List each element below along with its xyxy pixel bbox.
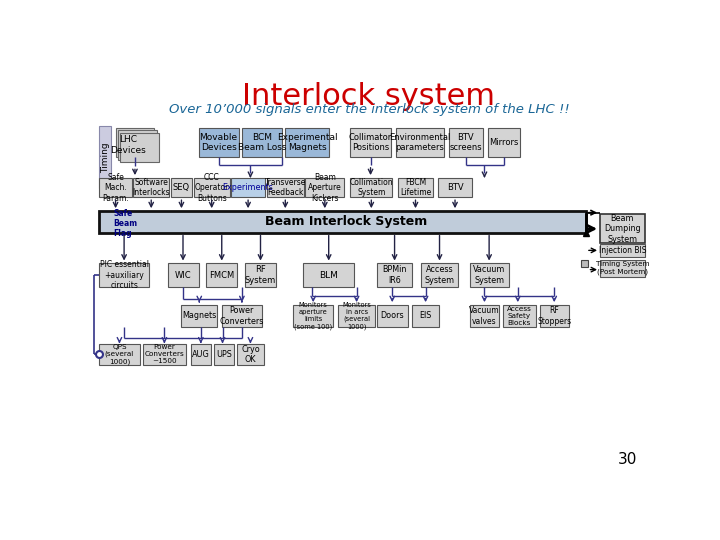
Bar (231, 178, 265, 197)
Bar (99, 126, 111, 188)
Bar (99, 178, 132, 197)
Bar (191, 343, 211, 365)
Bar (293, 305, 333, 327)
Text: QPS
(several
1000): QPS (several 1000) (105, 344, 134, 365)
Bar (266, 178, 304, 197)
Text: Beam
Dumping
System: Beam Dumping System (604, 214, 641, 244)
Bar (118, 130, 157, 159)
Bar (377, 305, 408, 327)
Text: Experiments: Experiments (222, 183, 274, 192)
Text: Monitors
in arcs
(several
1000): Monitors in arcs (several 1000) (342, 302, 371, 330)
Bar (214, 343, 234, 365)
Bar (171, 178, 192, 197)
Bar (99, 343, 140, 365)
Text: Transverse
Feedback: Transverse Feedback (265, 178, 306, 197)
Bar (238, 343, 264, 365)
Bar (397, 178, 433, 197)
Bar (242, 128, 282, 157)
Bar (99, 264, 149, 287)
Text: Collimator
Positions: Collimator Positions (349, 133, 392, 152)
Bar (99, 211, 586, 233)
Bar (245, 264, 276, 287)
Text: Experimental
Magnets: Experimental Magnets (276, 133, 337, 152)
Text: AUG: AUG (192, 350, 210, 359)
Bar (377, 264, 413, 287)
Bar (305, 178, 344, 197)
Text: SEQ: SEQ (173, 183, 190, 192)
Bar (503, 305, 536, 327)
Bar (206, 264, 238, 287)
Text: BLM: BLM (319, 271, 338, 280)
Bar (133, 178, 169, 197)
Bar (351, 178, 392, 197)
Bar (413, 305, 438, 327)
Text: Monitors
aperture
limits
(some 100): Monitors aperture limits (some 100) (294, 302, 333, 329)
Text: Environmental
parameters: Environmental parameters (390, 133, 451, 152)
Text: Cryo
OK: Cryo OK (241, 345, 260, 364)
Text: Safe
Mach.
Param.: Safe Mach. Param. (102, 173, 129, 202)
Text: BCM
Beam Loss: BCM Beam Loss (238, 133, 287, 152)
Bar (539, 305, 569, 327)
Text: Software
Interlocks: Software Interlocks (132, 178, 170, 197)
Bar (396, 128, 444, 157)
Text: RF
Stoppers: RF Stoppers (537, 306, 571, 326)
Text: FBCM
Lifetime: FBCM Lifetime (400, 178, 431, 197)
Bar (168, 264, 199, 287)
Bar (120, 132, 159, 162)
Text: LHC
Devices: LHC Devices (110, 135, 146, 154)
Text: BTV
screens: BTV screens (449, 133, 482, 152)
Bar (469, 305, 499, 327)
Text: Safe
Beam
Flag: Safe Beam Flag (113, 208, 138, 238)
Text: CCC
Operator
Buttons: CCC Operator Buttons (194, 173, 229, 202)
Text: Beam Interlock System: Beam Interlock System (265, 215, 427, 228)
Bar (351, 128, 391, 157)
Bar (600, 260, 645, 276)
Text: Timing: Timing (101, 142, 109, 172)
Text: Interlock system: Interlock system (243, 82, 495, 111)
Bar (449, 128, 483, 157)
Bar (303, 264, 354, 287)
Text: Doors: Doors (380, 312, 404, 320)
Bar (487, 128, 520, 157)
Text: BPMin
IR6: BPMin IR6 (382, 265, 407, 285)
Bar (143, 343, 186, 365)
Text: Power
Converters
~1500: Power Converters ~1500 (145, 345, 184, 364)
Text: Mirrors: Mirrors (489, 138, 518, 147)
Text: PIC essential
+auxiliary
circuits: PIC essential +auxiliary circuits (99, 260, 148, 290)
Text: Power
Converters: Power Converters (220, 306, 264, 326)
Text: Timing System
(Post Mortem): Timing System (Post Mortem) (595, 261, 649, 275)
Bar (469, 264, 508, 287)
Bar (194, 178, 230, 197)
Text: 30: 30 (618, 452, 637, 467)
Text: BTV: BTV (446, 183, 464, 192)
Bar (116, 128, 154, 157)
Bar (438, 178, 472, 197)
Bar (199, 128, 239, 157)
Text: WIC: WIC (175, 271, 192, 280)
Bar (581, 260, 588, 267)
Text: Access
System: Access System (425, 265, 454, 285)
Text: UPS: UPS (216, 350, 232, 359)
Text: Vacuum
valves: Vacuum valves (469, 306, 500, 326)
Bar (338, 305, 375, 327)
Bar (600, 214, 645, 244)
Text: Magnets: Magnets (182, 312, 217, 320)
Text: Access
Safety
Blocks: Access Safety Blocks (507, 306, 532, 326)
Text: RF
System: RF System (245, 265, 276, 285)
Bar (285, 128, 329, 157)
Bar (421, 264, 458, 287)
Text: Vacuum
System: Vacuum System (473, 265, 505, 285)
Text: Over 10’000 signals enter the interlock system of the LHC !!: Over 10’000 signals enter the interlock … (168, 103, 570, 116)
Bar (181, 305, 217, 327)
Text: Injection BIS: Injection BIS (598, 246, 646, 255)
Text: Beam
Aperture
Kickers: Beam Aperture Kickers (308, 173, 342, 202)
Bar (600, 244, 645, 256)
Text: FMCM: FMCM (209, 271, 235, 280)
Text: Movable
Devices: Movable Devices (199, 133, 238, 152)
Text: Collimation
System: Collimation System (349, 178, 393, 197)
Text: EIS: EIS (419, 312, 432, 320)
Bar (222, 305, 262, 327)
